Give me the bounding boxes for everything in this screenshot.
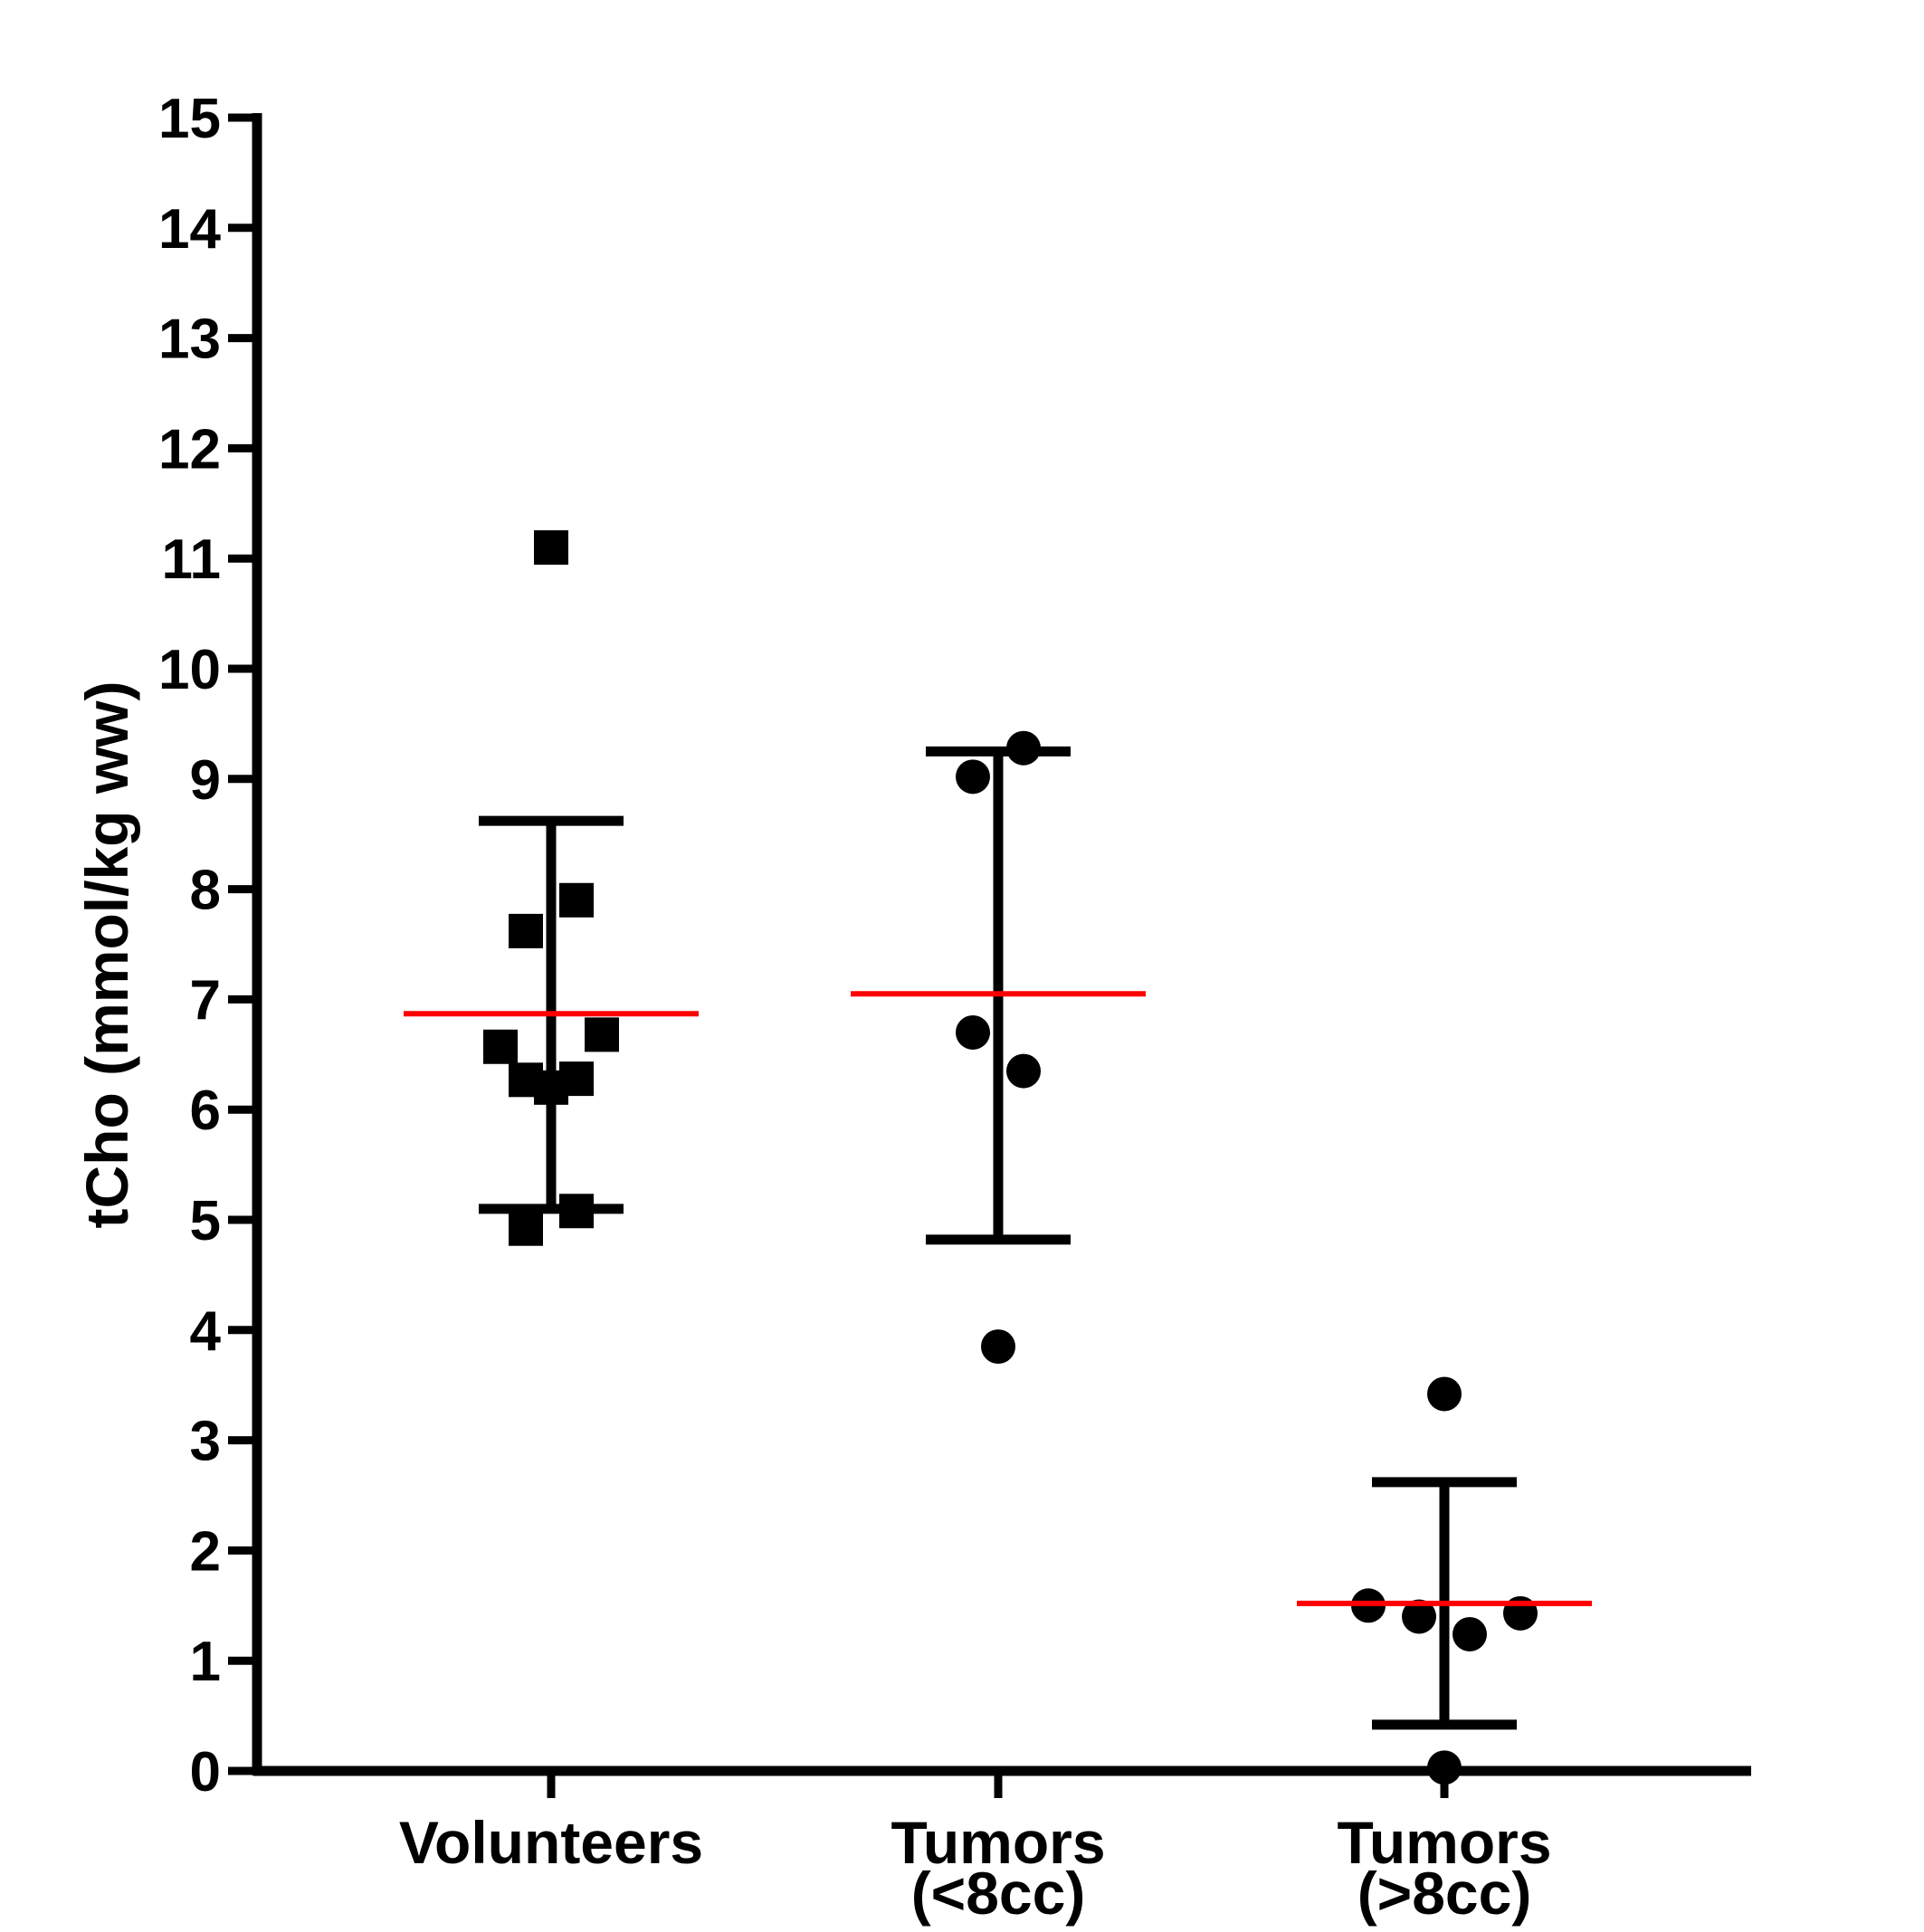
y-tick-label: 7 — [190, 969, 221, 1032]
y-tick-label: 2 — [190, 1520, 221, 1583]
data-point — [1453, 1616, 1487, 1651]
x-category-label: (<8cc) — [911, 1860, 1086, 1927]
y-tick-label: 11 — [161, 528, 221, 591]
y-tick-label: 13 — [158, 309, 221, 371]
y-tick-label: 4 — [190, 1300, 222, 1363]
series-group — [404, 530, 699, 1246]
data-point — [559, 1194, 594, 1229]
data-point — [1427, 1376, 1462, 1412]
data-point — [956, 1014, 990, 1050]
x-category-label: Tumors — [1337, 1809, 1551, 1876]
data-point — [1006, 730, 1041, 766]
data-point — [1006, 1053, 1041, 1089]
y-tick-label: 5 — [190, 1190, 221, 1252]
data-point — [956, 759, 990, 795]
x-category-label: (>8cc) — [1357, 1860, 1532, 1927]
plot-area — [404, 530, 1592, 1785]
y-tick-label: 10 — [158, 639, 221, 701]
series-group — [851, 730, 1146, 1365]
data-point — [585, 1017, 619, 1052]
y-tick-label: 3 — [190, 1411, 221, 1473]
x-category-label: Tumors — [891, 1809, 1105, 1876]
x-axis-ticks: Volunteers Tumors(<8cc)Tumors(>8cc) — [399, 1771, 1552, 1927]
data-point — [509, 913, 543, 948]
data-point — [1402, 1599, 1436, 1634]
data-point — [483, 1029, 518, 1064]
y-axis-title: tCho (mmol/kg ww) — [73, 681, 140, 1229]
y-tick-label: 1 — [190, 1631, 221, 1693]
x-category-label: Volunteers — [399, 1809, 703, 1876]
y-tick-label: 8 — [190, 860, 221, 922]
y-tick-label: 15 — [158, 88, 221, 150]
y-tick-label: 12 — [158, 418, 221, 481]
y-tick-label: 9 — [190, 749, 221, 812]
y-tick-label: 6 — [190, 1080, 221, 1142]
series-group — [1297, 1376, 1592, 1785]
data-point — [981, 1329, 1015, 1365]
data-point — [559, 882, 594, 918]
data-point — [534, 530, 568, 566]
y-tick-label: 14 — [158, 198, 221, 261]
data-point — [509, 1211, 543, 1246]
y-tick-label: 0 — [190, 1741, 221, 1804]
data-point — [534, 1070, 568, 1105]
